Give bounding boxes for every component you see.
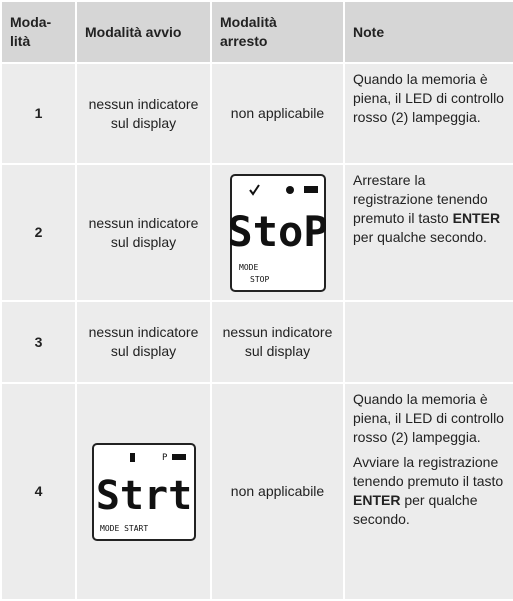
mode-number: 3 [0,300,77,384]
dot-icon [285,185,294,194]
stop-mode: StoP MODE STOP [210,163,345,302]
note-text: Avviare la registrazione tenendo premuto… [353,453,505,529]
start-mode: nessun indicatore sul display [75,300,212,384]
note-text: Quando la memoria è piena, il LED di con… [353,391,504,445]
stop-mode: nessun indicatore sul display [210,300,345,384]
note: Quando la memoria è piena, il LED di con… [343,62,513,165]
mode-number: 4 [0,382,77,601]
lcd-indicator: P [162,453,168,463]
text: per qualche secondo. [353,229,487,245]
battery-icon [171,453,186,460]
row: 2 nessun indicatore sul display StoP MOD… [0,163,513,302]
lcd-status: STOP [250,275,269,284]
lcd-mode: MODE [239,263,258,272]
lcd-frame [229,173,326,292]
header-row: Moda- lità Modalità avvio Modalità arres… [0,0,513,64]
start-mode: P Strt MODE START [75,382,212,601]
header-cell: Modalità arresto [210,0,345,64]
header-cell: Moda- lità [0,0,77,64]
stop-mode: non applicabile [210,382,345,601]
lcd-mode: MODE START [100,524,148,533]
note-text: Arrestare la registrazione tenendo premu… [353,171,505,247]
lcd-display: P Strt MODE START [91,442,196,541]
note-text: Quando la memoria è piena, il LED di con… [353,71,504,125]
note: Arrestare la registrazione tenendo premu… [343,163,513,302]
lcd-text: Strt [95,473,191,519]
row: 4 P Strt MODE START non applicabile Quan… [0,382,513,601]
start-mode: nessun indicatore sul display [75,163,212,302]
mode-number: 2 [0,163,77,302]
lcd-frame [91,442,196,541]
text: per qualche secondo. [353,492,478,527]
battery-icon [303,185,318,193]
text: Arrestare la registrazione tenendo premu… [353,172,488,226]
note: Quando la memoria è piena, il LED di con… [343,382,513,601]
check-icon [248,183,260,196]
key-name: ENTER [452,210,501,226]
lcd-display: StoP MODE STOP [229,173,326,292]
stop-mode: non applicabile [210,62,345,165]
key-name: ENTER [353,492,401,508]
header-cell: Modalità avvio [75,0,212,64]
text: Avviare la registrazione tenendo premuto… [353,454,504,489]
mode-number: 1 [0,62,77,165]
start-mode: nessun indicatore sul display [75,62,212,165]
row: 3 nessun indicatore sul display nessun i… [0,300,513,384]
row: 1 nessun indicatore sul display non appl… [0,62,513,165]
header-cell: Note [343,0,513,64]
bar-icon [129,452,135,462]
lcd-text: StoP [230,207,326,256]
note [343,300,513,384]
